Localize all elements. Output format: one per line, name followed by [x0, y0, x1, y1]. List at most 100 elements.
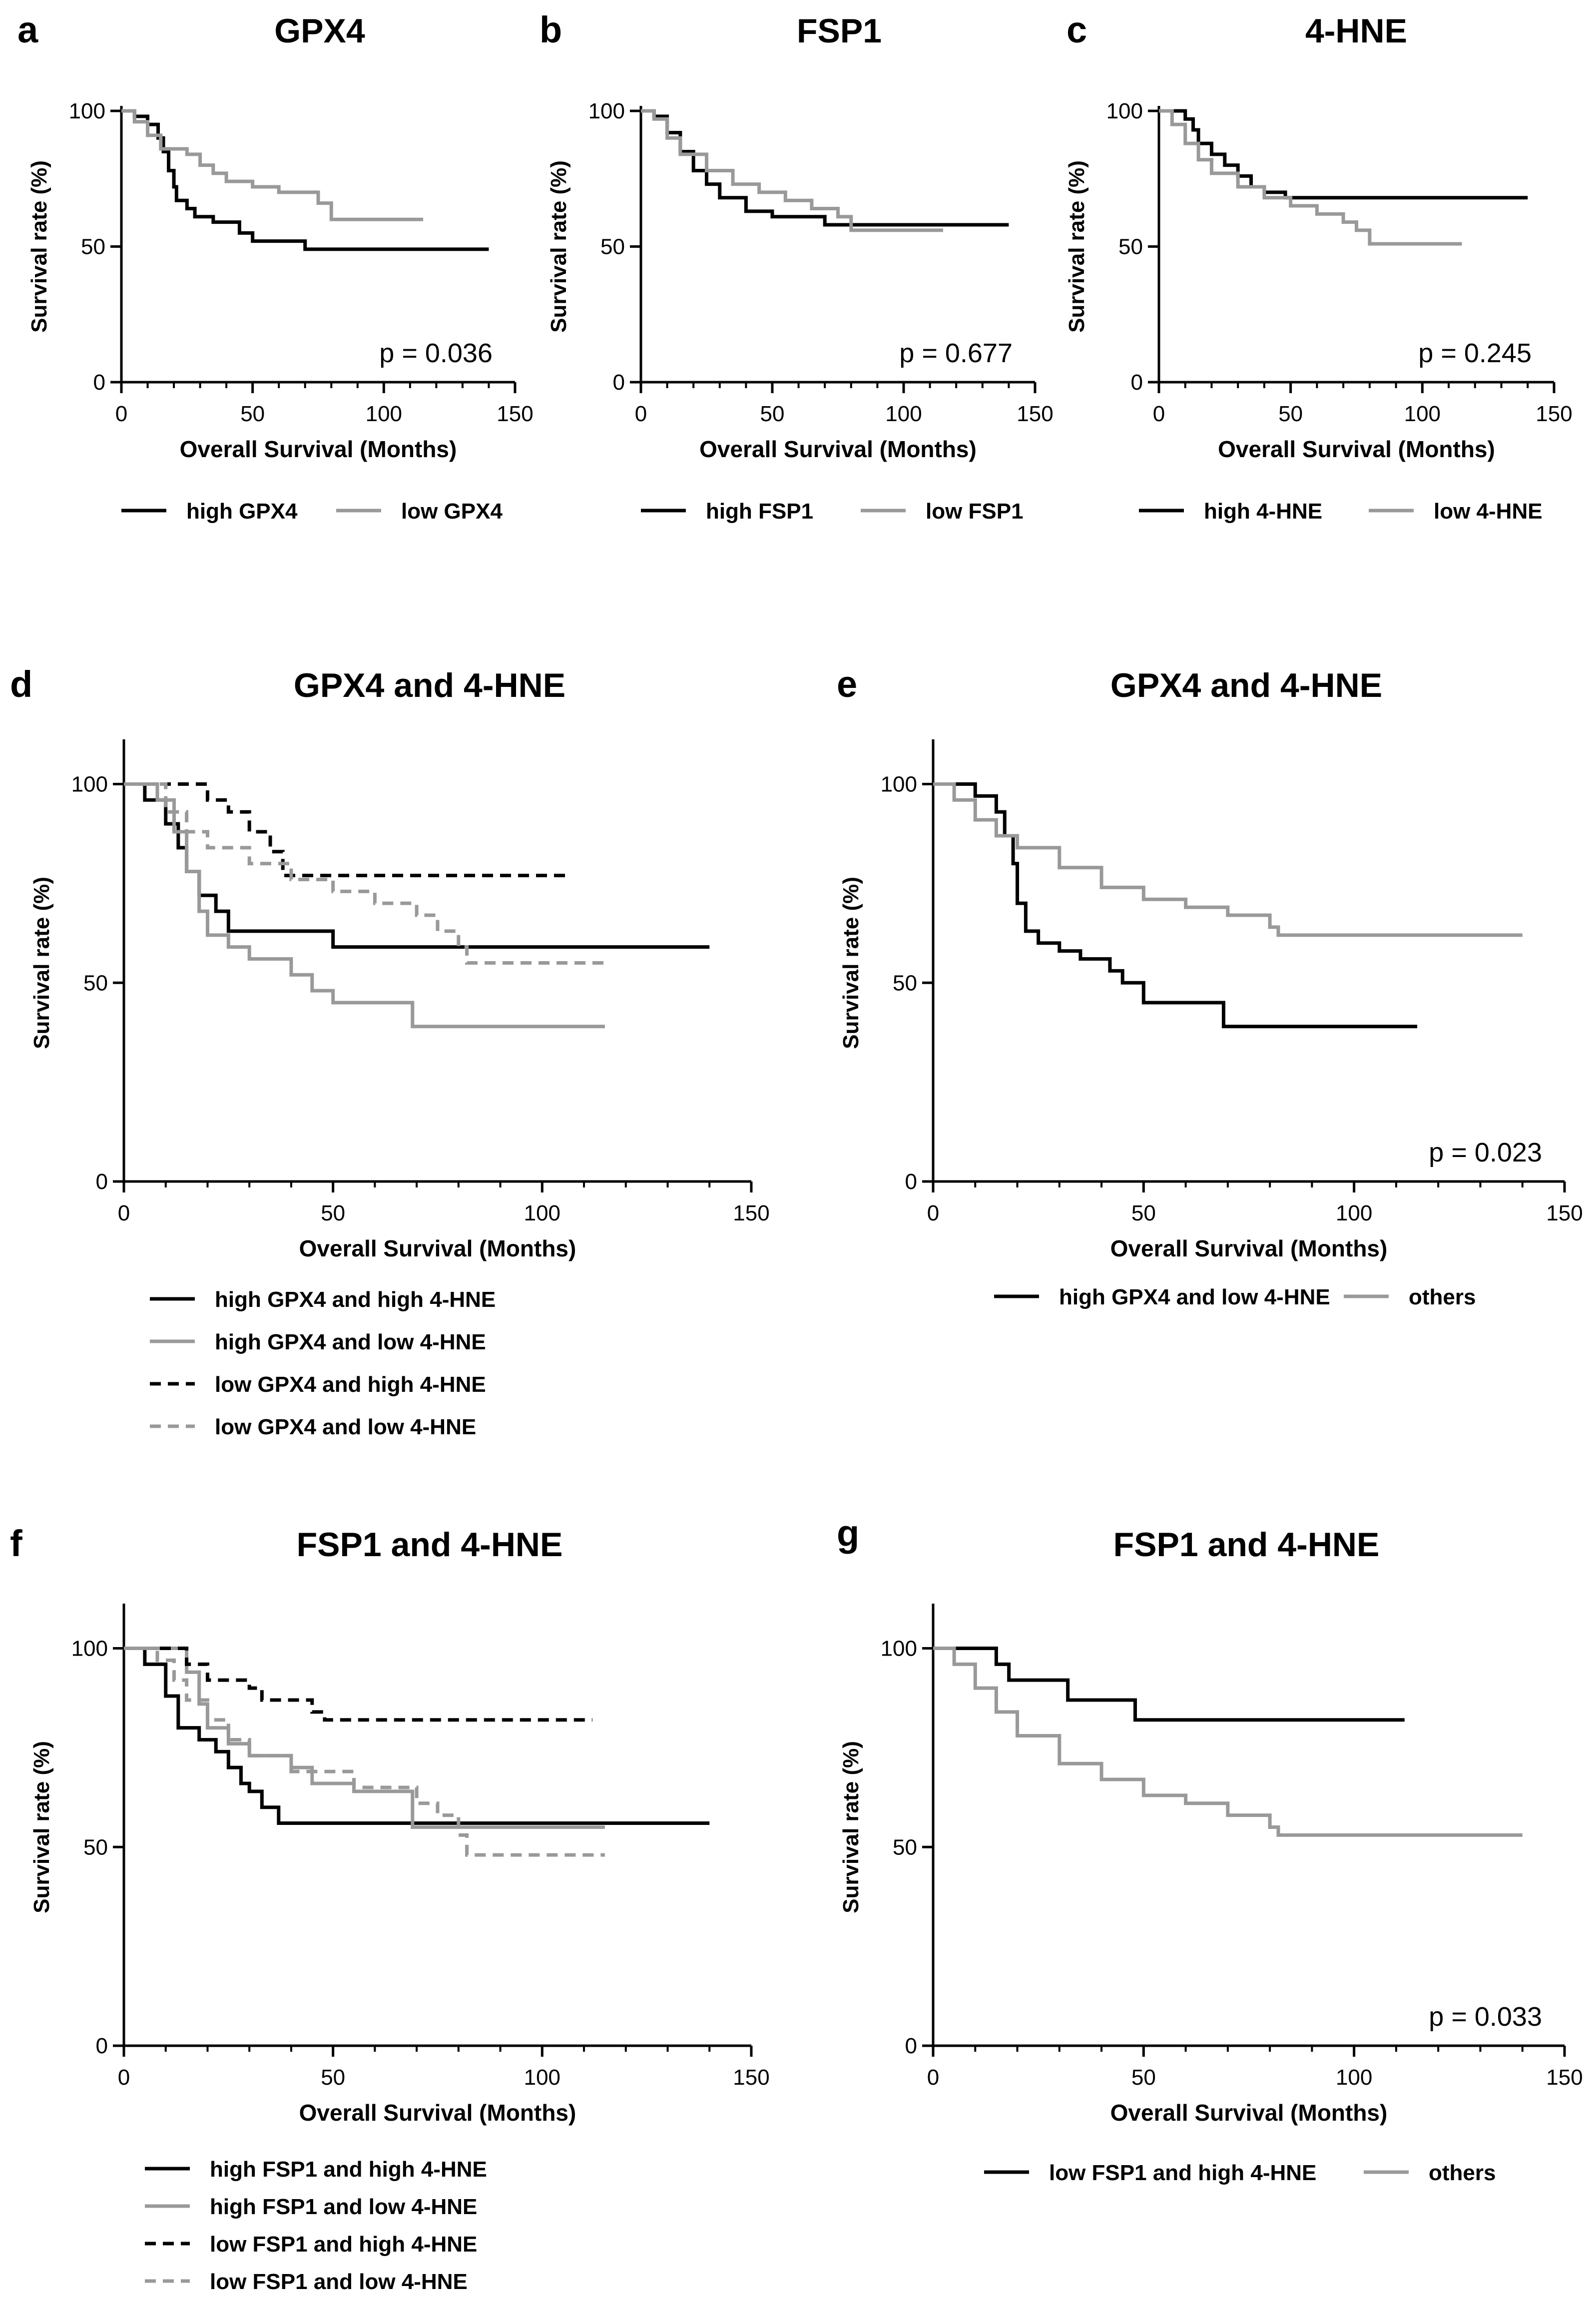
series-line-3 — [124, 1647, 592, 1722]
y-tick-label: 0 — [93, 370, 105, 395]
y-tick-label: 50 — [600, 235, 625, 259]
panel-letter: f — [10, 1523, 22, 1564]
p-value: p = 0.023 — [1429, 1138, 1542, 1167]
series-line-2 — [933, 1647, 1523, 1837]
p-value: p = 0.036 — [379, 338, 493, 368]
x-tick-label: 150 — [1546, 1201, 1583, 1225]
x-tick-label: 100 — [1336, 2065, 1372, 2090]
legend-label: low FSP1 and low 4-HNE — [210, 2270, 468, 2294]
y-tick-label: 50 — [81, 235, 105, 259]
y-tick-label: 50 — [1118, 235, 1143, 259]
panel-title: GPX4 and 4-HNE — [1110, 666, 1382, 704]
x-tick-label: 100 — [885, 402, 922, 426]
x-tick-label: 150 — [1546, 2065, 1583, 2090]
series-line-1 — [933, 1647, 1405, 1722]
y-tick-label: 100 — [71, 772, 108, 797]
series-line-1 — [121, 109, 489, 251]
legend-label: high FSP1 and high 4-HNE — [210, 2157, 487, 2182]
series-line-4 — [124, 782, 605, 965]
p-value: p = 0.033 — [1429, 2002, 1542, 2032]
panel-title: GPX4 and 4-HNE — [294, 666, 565, 704]
y-axis-label: Survival rate (%) — [29, 877, 54, 1049]
panel-title: 4-HNE — [1305, 12, 1407, 50]
x-tick-label: 100 — [524, 2065, 560, 2090]
x-tick-label: 50 — [321, 2065, 345, 2090]
x-tick-label: 150 — [497, 402, 533, 426]
y-tick-label: 0 — [96, 1169, 108, 1194]
legend-label: high FSP1 and low 4-HNE — [210, 2195, 477, 2219]
panel-f: f FSP1 and 4-HNE 0 50 100 150 0 50 100 Overall Su… — [10, 1523, 770, 2294]
legend-label: high FSP1 — [706, 499, 813, 524]
series-line-2 — [124, 782, 605, 1029]
y-tick-label: 0 — [905, 1169, 917, 1194]
x-tick-label: 100 — [366, 402, 402, 426]
y-tick-label: 100 — [1106, 99, 1143, 123]
panel-letter: e — [837, 663, 857, 705]
p-value: p = 0.677 — [899, 338, 1013, 368]
panel-title: FSP1 and 4-HNE — [1113, 1526, 1380, 1564]
series-line-4 — [124, 1647, 605, 1857]
legend-label: low GPX4 and low 4-HNE — [215, 1415, 476, 1439]
panel-title: FSP1 — [797, 12, 882, 50]
x-tick-label: 0 — [635, 402, 647, 426]
x-axis-label: Overall Survival (Months) — [1218, 436, 1495, 462]
panel-letter: b — [539, 9, 562, 50]
p-value: p = 0.245 — [1418, 338, 1532, 368]
series-line-2 — [124, 1647, 605, 1829]
legend-label: high GPX4 — [186, 499, 298, 524]
series-line-1 — [124, 782, 710, 949]
y-tick-label: 0 — [96, 2034, 108, 2058]
x-tick-label: 50 — [1278, 402, 1303, 426]
y-axis-label: Survival rate (%) — [1064, 160, 1089, 333]
panel-letter: g — [837, 1513, 859, 1554]
y-tick-label: 50 — [83, 1835, 108, 1859]
legend-label: low FSP1 and high 4-HNE — [210, 2232, 477, 2257]
x-tick-label: 50 — [1131, 2065, 1156, 2090]
y-tick-label: 100 — [71, 1637, 108, 1661]
y-tick-label: 100 — [881, 1637, 917, 1661]
legend-label: high GPX4 and high 4-HNE — [215, 1287, 496, 1312]
x-tick-label: 0 — [927, 1201, 939, 1225]
legend-label: high GPX4 and low 4-HNE — [1059, 1285, 1330, 1309]
y-tick-label: 100 — [588, 99, 625, 123]
panel-title: FSP1 and 4-HNE — [297, 1526, 563, 1564]
y-tick-label: 50 — [893, 971, 917, 995]
legend-label: high 4-HNE — [1204, 499, 1322, 524]
legend-label: low FSP1 — [926, 499, 1024, 524]
x-tick-label: 100 — [1336, 1201, 1372, 1225]
x-tick-label: 50 — [760, 402, 785, 426]
x-tick-label: 0 — [118, 1201, 130, 1225]
y-tick-label: 0 — [905, 2034, 917, 2058]
series-line-2 — [641, 109, 943, 232]
series-line-1 — [1159, 109, 1528, 200]
x-axis-label: Overall Survival (Months) — [180, 436, 457, 462]
x-tick-label: 150 — [1536, 402, 1572, 426]
x-axis-label: Overall Survival (Months) — [299, 2100, 576, 2126]
panel-g: g FSP1 and 4-HNE 0 50 100 150 0 50 100 Overall Su… — [837, 1513, 1583, 2185]
y-tick-label: 50 — [893, 1835, 917, 1859]
y-tick-label: 100 — [881, 772, 917, 797]
y-tick-label: 50 — [83, 971, 108, 995]
panel-a: a GPX4 0 50 100 150 0 50 100 Overall Survival (Mo… — [17, 9, 533, 524]
y-tick-label: 0 — [613, 370, 625, 395]
x-tick-label: 100 — [524, 1201, 560, 1225]
x-tick-label: 0 — [118, 2065, 130, 2090]
x-axis-label: Overall Survival (Months) — [299, 1235, 576, 1261]
x-tick-label: 150 — [733, 2065, 769, 2090]
legend-label: low GPX4 and high 4-HNE — [215, 1372, 486, 1397]
legend-label: low GPX4 — [401, 499, 503, 524]
series-line-1 — [933, 782, 1418, 1029]
x-tick-label: 50 — [321, 1201, 345, 1225]
x-axis-label: Overall Survival (Months) — [1110, 1235, 1388, 1261]
series-line-3 — [124, 782, 567, 877]
panel-c: c 4-HNE 0 50 100 150 0 50 100 Overall Survival (M… — [1064, 9, 1573, 524]
panel-d: d GPX4 and 4-HNE 0 50 100 150 0 50 100 Overall Su… — [10, 663, 770, 1439]
x-tick-label: 100 — [1404, 402, 1441, 426]
x-tick-label: 0 — [1153, 402, 1165, 426]
y-tick-label: 0 — [1131, 370, 1143, 395]
series-line-2 — [121, 109, 424, 221]
x-tick-label: 0 — [115, 402, 127, 426]
x-axis-label: Overall Survival (Months) — [1110, 2100, 1388, 2126]
x-tick-label: 50 — [240, 402, 265, 426]
